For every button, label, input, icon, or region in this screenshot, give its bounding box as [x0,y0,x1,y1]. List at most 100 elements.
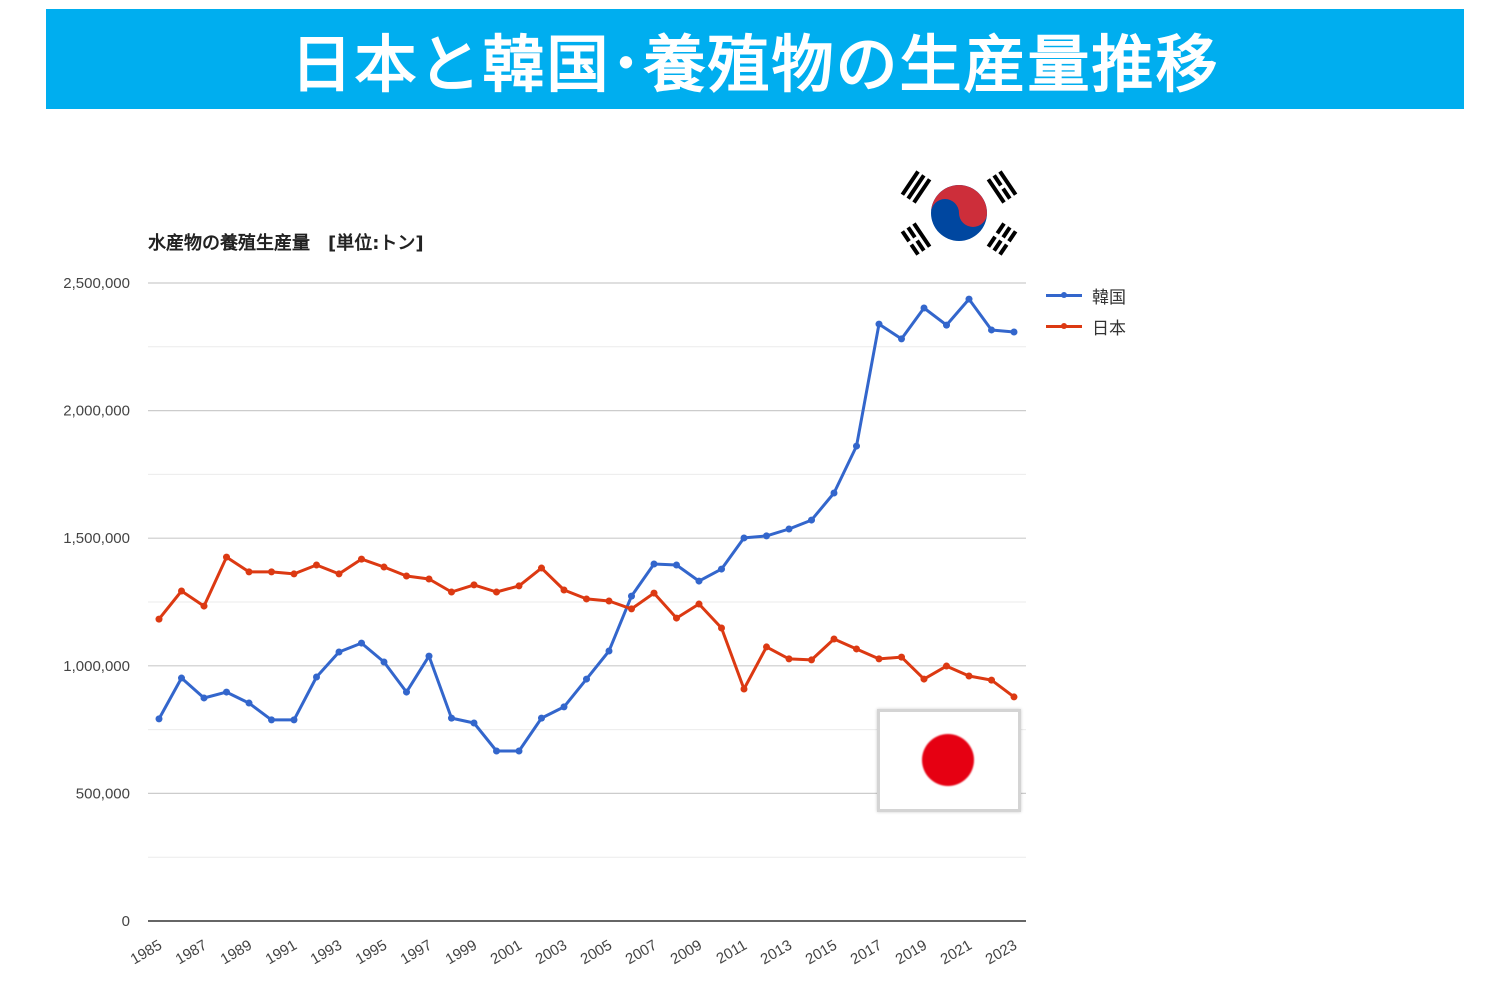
data-point-korea-1999[interactable] [470,719,478,727]
data-point-korea-2021[interactable] [965,295,973,303]
data-point-korea-1987[interactable] [200,694,208,702]
data-point-japan-2023[interactable] [1010,693,1018,701]
data-point-japan-2008[interactable] [673,614,680,622]
data-point-korea-1990[interactable] [268,716,275,724]
data-point-korea-2019[interactable] [920,304,928,312]
data-point-korea-2018[interactable] [898,335,905,343]
data-point-korea-2002[interactable] [538,714,545,722]
x-tick-label: 1987 [173,937,210,968]
data-point-korea-2004[interactable] [583,675,590,683]
x-tick-label: 2021 [938,937,975,968]
data-point-korea-2016[interactable] [853,442,860,450]
data-point-japan-1998[interactable] [448,588,455,596]
data-point-japan-2004[interactable] [583,595,590,603]
data-point-japan-2007[interactable] [650,589,658,597]
data-point-korea-1985[interactable] [155,715,163,723]
data-point-korea-2010[interactable] [718,565,725,573]
data-point-korea-2000[interactable] [493,747,500,755]
legend-item-japan[interactable]: 日本 [1046,311,1126,342]
south-korea-flag-icon [900,170,1018,256]
legend-item-korea[interactable]: 韓国 [1046,280,1126,311]
data-point-japan-2005[interactable] [605,597,613,605]
data-point-japan-1985[interactable] [155,615,163,623]
data-point-japan-1986[interactable] [178,587,185,595]
data-point-korea-2012[interactable] [763,532,770,540]
data-point-korea-2023[interactable] [1010,328,1018,336]
data-point-japan-2000[interactable] [493,588,500,596]
data-point-korea-1989[interactable] [245,699,253,707]
data-point-japan-2019[interactable] [920,675,928,683]
y-tick-label: 2,000,000 [63,403,130,420]
x-tick-label: 2013 [758,937,795,968]
data-point-korea-2011[interactable] [740,534,748,542]
data-point-japan-2017[interactable] [875,655,883,663]
data-point-japan-1996[interactable] [403,572,410,580]
data-point-korea-1991[interactable] [290,716,298,724]
data-point-korea-1993[interactable] [335,648,343,656]
x-tick-label: 2003 [533,937,570,968]
data-point-japan-2002[interactable] [538,564,545,572]
y-tick-label: 1,000,000 [63,658,130,675]
data-point-korea-2003[interactable] [560,703,568,711]
data-point-korea-1998[interactable] [448,714,455,722]
data-point-korea-2001[interactable] [515,747,523,755]
y-tick-label: 500,000 [76,785,130,802]
data-point-korea-1988[interactable] [223,688,230,696]
data-point-korea-1995[interactable] [380,658,388,666]
data-point-korea-2020[interactable] [943,321,950,329]
data-point-japan-2018[interactable] [898,653,905,661]
data-point-japan-2015[interactable] [830,635,838,643]
data-point-japan-2006[interactable] [628,605,635,613]
data-point-japan-2012[interactable] [763,643,770,651]
legend-swatch-korea [1046,292,1082,298]
data-point-japan-2020[interactable] [943,662,950,670]
data-point-japan-2013[interactable] [785,655,793,663]
data-point-korea-1986[interactable] [178,674,185,682]
data-point-japan-2016[interactable] [853,645,860,653]
data-point-korea-2015[interactable] [830,489,838,497]
data-point-korea-2006[interactable] [628,592,635,600]
data-point-japan-1989[interactable] [245,568,253,576]
data-point-japan-2021[interactable] [965,672,973,680]
japan-flag-icon [877,709,1021,812]
y-tick-label: 1,500,000 [63,530,130,547]
data-point-japan-2001[interactable] [515,582,523,590]
data-point-korea-2007[interactable] [650,560,658,568]
x-tick-label: 1993 [308,937,345,968]
data-point-japan-2011[interactable] [740,685,748,693]
x-tick-label: 2007 [623,937,660,968]
banner-title: 日本と韓国･養殖物の生産量推移 [290,28,1220,101]
data-point-japan-1997[interactable] [425,575,433,583]
x-tick-label: 1999 [443,937,480,968]
data-point-japan-2010[interactable] [718,624,725,632]
title-banner: 日本と韓国･養殖物の生産量推移 [46,9,1464,109]
data-point-japan-1995[interactable] [380,563,388,571]
data-point-korea-2009[interactable] [695,577,703,585]
data-point-japan-2003[interactable] [560,586,568,594]
data-point-japan-1991[interactable] [290,570,298,578]
series-line-korea [157,297,1015,753]
data-point-korea-2014[interactable] [808,516,815,524]
data-point-japan-2009[interactable] [695,600,703,608]
data-point-korea-2022[interactable] [988,326,995,334]
data-point-korea-1992[interactable] [313,673,320,681]
data-point-japan-2014[interactable] [808,656,815,664]
data-point-japan-1987[interactable] [200,602,208,610]
data-point-japan-1993[interactable] [335,570,343,578]
data-point-japan-1990[interactable] [268,568,275,576]
legend-label-japan: 日本 [1092,319,1126,339]
data-point-korea-1997[interactable] [425,652,433,660]
data-point-japan-1994[interactable] [358,555,365,563]
data-point-japan-1999[interactable] [470,581,478,589]
data-point-japan-1988[interactable] [223,553,230,561]
data-point-korea-2013[interactable] [785,525,793,533]
x-tick-label: 1995 [353,937,390,968]
data-point-korea-2017[interactable] [875,320,883,328]
data-point-korea-2005[interactable] [605,647,613,655]
data-point-japan-2022[interactable] [988,676,995,684]
x-tick-label: 1989 [218,937,255,968]
data-point-korea-2008[interactable] [673,561,680,569]
data-point-japan-1992[interactable] [313,561,320,569]
data-point-korea-1996[interactable] [403,688,410,696]
data-point-korea-1994[interactable] [358,639,365,647]
